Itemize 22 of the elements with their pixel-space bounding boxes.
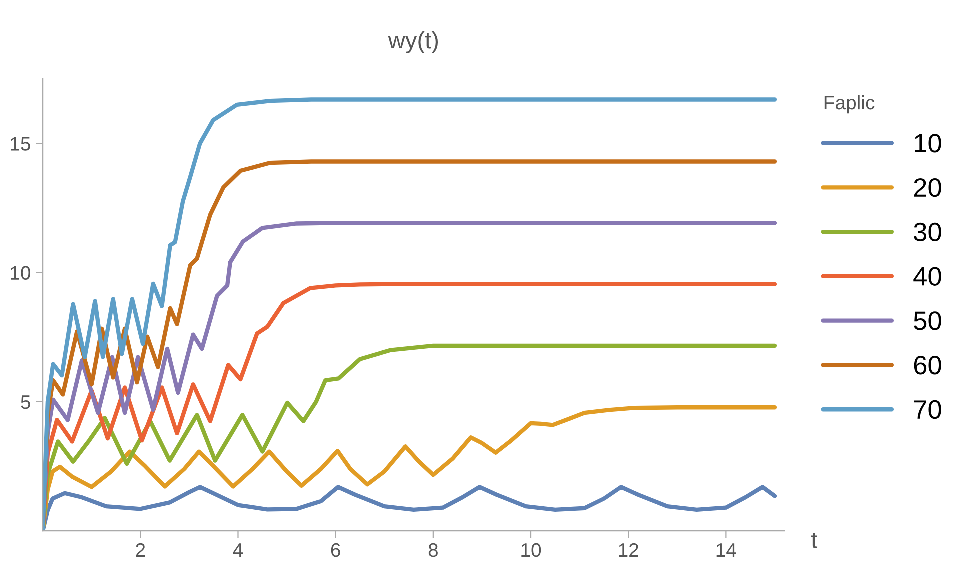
x-tick-label: 14 xyxy=(716,544,736,557)
x-axis-title: t xyxy=(811,532,818,548)
x-tick-label: 12 xyxy=(619,543,638,557)
line-series xyxy=(43,406,778,532)
legend-label: 10 xyxy=(915,134,942,153)
x-tick-label: 2 xyxy=(136,543,146,557)
legend-label: 60 xyxy=(914,356,942,375)
x-tick-label: 6 xyxy=(331,543,340,558)
y-tick-label: 10 xyxy=(11,266,30,280)
legend-label: 70 xyxy=(914,400,942,420)
legend-label: 50 xyxy=(914,312,942,330)
chart-title: wy(t) xyxy=(388,31,438,54)
x-tick-label: 4 xyxy=(233,544,244,557)
y-tick-label: 15 xyxy=(11,137,30,151)
y-tick-label: 5 xyxy=(21,396,30,410)
legend-label: 20 xyxy=(914,178,942,198)
line-series xyxy=(43,485,778,532)
x-tick-label: 10 xyxy=(522,543,542,558)
legend-title: Faplic xyxy=(824,95,875,114)
x-tick-label: 8 xyxy=(428,543,438,558)
legend-label: 30 xyxy=(914,222,942,242)
legend-label: 40 xyxy=(914,267,942,286)
